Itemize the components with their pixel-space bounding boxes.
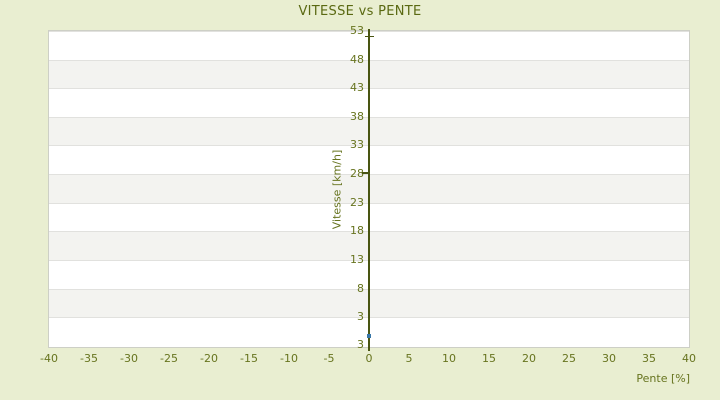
plot-band (49, 231, 689, 260)
plot-band (49, 288, 689, 318)
x-tick-label: 20 (522, 352, 536, 365)
x-tick-label: -15 (240, 352, 258, 365)
horizontal-gridline (49, 202, 689, 204)
horizontal-gridline (49, 288, 689, 290)
x-tick-label: 10 (442, 352, 456, 365)
x-axis-label: Pente [%] (636, 372, 690, 385)
horizontal-gridline (49, 317, 689, 319)
horizontal-gridline (49, 59, 689, 61)
plot-area (48, 30, 690, 348)
x-tick-label: 25 (562, 352, 576, 365)
x-tick-label: 5 (405, 352, 413, 365)
plot-band (49, 59, 689, 89)
x-tick-label: -40 (40, 352, 58, 365)
horizontal-gridline (49, 231, 689, 233)
x-tick-label: -35 (80, 352, 98, 365)
x-tick-label: 0 (365, 352, 373, 365)
horizontal-gridline (49, 259, 689, 261)
horizontal-gridline (49, 145, 689, 147)
plot-band (49, 116, 689, 146)
plot-band (49, 174, 689, 203)
horizontal-gridline (49, 116, 689, 118)
x-tick-label: 30 (602, 352, 616, 365)
x-tick-label: 35 (642, 352, 656, 365)
horizontal-gridline (49, 88, 689, 90)
chart-title: VITESSE vs PENTE (298, 4, 422, 19)
x-tick-label: -25 (160, 352, 178, 365)
x-tick-label: -5 (323, 352, 335, 365)
horizontal-gridline (49, 31, 689, 32)
x-tick-label: 40 (682, 352, 696, 365)
x-tick-label: -20 (200, 352, 218, 365)
x-tick-label: 15 (482, 352, 496, 365)
x-tick-label: -10 (280, 352, 298, 365)
x-tick-label: -30 (120, 352, 138, 365)
horizontal-gridline (49, 174, 689, 176)
